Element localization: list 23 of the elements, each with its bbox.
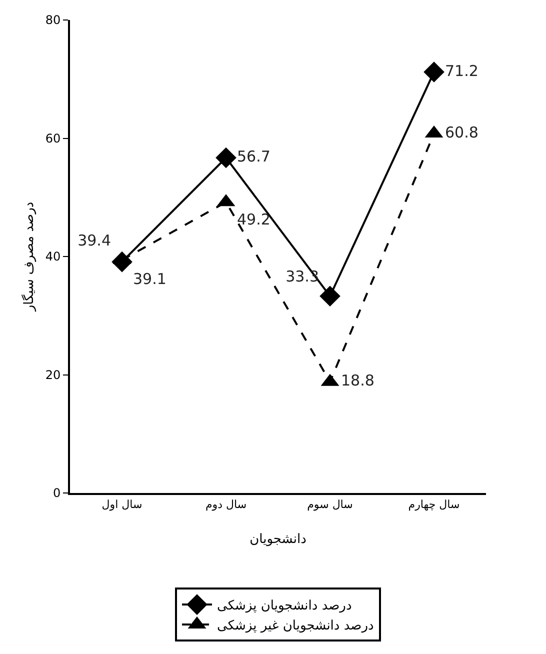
y-tick-label: 40 [45, 250, 61, 264]
data-label: 60.8 [445, 123, 478, 142]
y-tick-label: 0 [52, 486, 61, 500]
point [424, 62, 444, 82]
x-tick-label: سال دوم [205, 498, 247, 512]
point [216, 147, 236, 168]
y-tick-label: 60 [45, 131, 61, 146]
y-axis-title: درصد مصرف سیگار [21, 202, 37, 312]
data-label: 18.8 [341, 372, 374, 390]
x-tick-label: سال چهارم [408, 498, 460, 512]
x-tick-label: سال سوم [307, 498, 353, 512]
data-label: 71.2 [445, 62, 478, 80]
data-label: 39.1 [133, 270, 166, 288]
data-label: 49.2 [237, 210, 270, 228]
point [320, 286, 340, 307]
legend-label: درصد دانشجویان غیر پزشکی [217, 618, 374, 634]
y-tick-label: 80 [45, 13, 61, 28]
data-label: 39.4 [78, 231, 111, 250]
x-tick-label: سال اول [102, 498, 142, 512]
y-tick-label: 20 [45, 368, 61, 382]
legend-label: درصد دانشجویان پزشکی [217, 598, 352, 614]
x-axis-title: دانشجویان [250, 532, 307, 547]
data-label: 56.7 [237, 148, 270, 166]
